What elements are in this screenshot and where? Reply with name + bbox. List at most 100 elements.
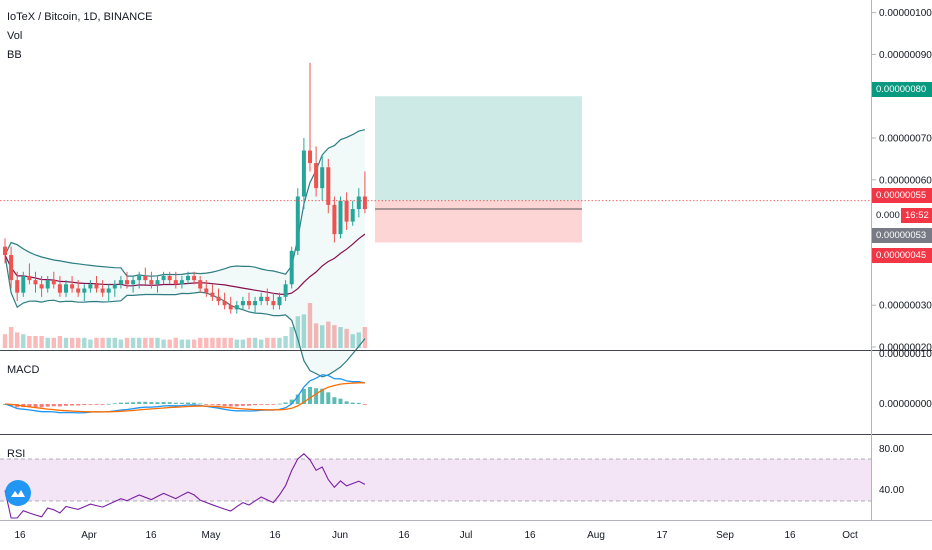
macd-histogram-bar	[27, 404, 32, 408]
candle-body	[210, 292, 215, 297]
macd-histogram-bar	[149, 402, 154, 404]
candle-body	[45, 280, 50, 289]
macd-histogram-bar	[39, 404, 44, 408]
candle-body	[320, 167, 325, 189]
macd-histogram-bar	[106, 403, 111, 405]
volume-bar	[112, 337, 117, 348]
time-axis-label: Sep	[716, 530, 734, 541]
long-position-zone[interactable]	[375, 96, 582, 243]
time-axis-label: Jun	[332, 530, 348, 541]
volume-bar	[289, 327, 294, 348]
candle-body	[240, 301, 245, 306]
macd-histogram-bar	[259, 404, 264, 405]
volume-bar	[137, 337, 142, 348]
symbol-title[interactable]: IoTeX / Bitcoin, 1D, BINANCE	[7, 11, 153, 23]
volume-bar	[161, 339, 166, 348]
candle-body	[88, 284, 93, 289]
macd-histogram-bar	[167, 402, 172, 404]
macd-histogram-bar	[308, 386, 312, 404]
macd-histogram-bar	[240, 404, 245, 406]
price-axis[interactable]: 0.00000100 0.00000090 0.00000070 0.00000060…	[872, 8, 932, 354]
macd-histogram-bar	[118, 402, 123, 404]
time-axis-label: Jul	[460, 530, 473, 541]
macd-histogram-bar	[295, 394, 300, 404]
macd-histogram-bar	[289, 399, 294, 404]
macd-histogram-bar	[125, 402, 129, 404]
candle-body	[338, 200, 343, 235]
candle-body	[283, 284, 288, 297]
volume-bar	[277, 337, 282, 348]
macd-histogram-bar	[283, 402, 288, 404]
volume-bar	[313, 323, 319, 348]
volume-bar	[167, 339, 172, 348]
volume-bar	[100, 337, 105, 348]
volume-bar	[216, 337, 221, 348]
time-axis[interactable]: 16 Apr 16 May 16 Jun 16 Jul 16 Aug 17 Se…	[14, 530, 858, 541]
volume-legend[interactable]: Vol	[7, 30, 23, 42]
macd-histogram-bar	[100, 404, 105, 405]
tradingview-logo-icon	[11, 490, 25, 497]
candle-body	[326, 167, 331, 205]
macd-histogram-bar	[253, 404, 258, 406]
candle-body	[137, 275, 142, 281]
macd-histogram-bar	[131, 402, 136, 404]
tradingview-logo[interactable]	[5, 480, 31, 506]
macd-histogram-bar	[137, 401, 142, 404]
time-axis-label: Aug	[587, 530, 605, 541]
volume-bar	[88, 339, 93, 348]
candle-body	[216, 296, 221, 302]
volume-bar	[21, 334, 26, 348]
volume-bar	[118, 339, 124, 348]
macd-histogram-bar	[88, 404, 93, 405]
candle-body	[271, 301, 276, 306]
rsi-pane[interactable]	[0, 453, 872, 519]
volume-bar	[143, 337, 148, 348]
macd-histogram-bar	[216, 404, 221, 406]
candle-body	[295, 196, 300, 251]
volume-bar	[94, 337, 99, 348]
macd-histogram-bar	[161, 401, 166, 404]
macd-histogram-bar	[64, 404, 68, 406]
volume-bar	[307, 303, 313, 348]
macd-histogram-bar	[204, 404, 209, 405]
candle-body	[51, 280, 56, 285]
volume-bar	[63, 337, 69, 348]
volume-bar	[33, 336, 38, 348]
time-axis-label: 16	[145, 530, 157, 541]
time-axis-label: 16	[784, 530, 796, 541]
candle-body	[15, 280, 20, 293]
candle-body	[33, 280, 38, 285]
last-price-label: 0.00000053	[872, 228, 932, 243]
indicator-axis[interactable]: 0.00000010 0.00000000 80.00 40.00	[879, 349, 932, 496]
price-axis-tick: 0.00000070	[879, 134, 932, 145]
candle-body	[186, 275, 190, 281]
price-axis-tick: 0.00000020	[879, 343, 932, 354]
rsi-legend[interactable]: RSI	[7, 448, 26, 460]
macd-pane[interactable]	[3, 374, 367, 414]
candle-body	[253, 301, 258, 306]
macd-histogram-bar	[57, 404, 62, 407]
volume-bar	[222, 337, 227, 348]
macd-histogram-bar	[198, 403, 203, 405]
time-axis-label: 16	[269, 530, 281, 541]
macd-histogram-bar	[51, 404, 56, 407]
rsi-axis-tick: 40.00	[879, 485, 904, 496]
macd-histogram-bar	[271, 404, 276, 405]
macd-histogram-bar	[33, 404, 38, 408]
macd-legend[interactable]: MACD	[7, 364, 40, 376]
take-profit-zone	[375, 96, 582, 201]
candle-body	[289, 250, 294, 285]
volume-bar	[185, 339, 191, 348]
stop-loss-price-label: 0.00000045	[872, 248, 932, 263]
volume-bar	[283, 336, 288, 348]
price-pane[interactable]	[0, 62, 872, 378]
candle-body	[106, 288, 111, 293]
macd-histogram-bar	[70, 404, 75, 406]
take-profit-price-label: 0.00000080	[872, 82, 932, 97]
candle-body	[131, 280, 136, 285]
macd-histogram-bar	[356, 402, 361, 404]
bollinger-legend[interactable]: BB	[7, 49, 22, 61]
candle-body	[143, 275, 148, 281]
macd-histogram-bar	[277, 403, 282, 405]
